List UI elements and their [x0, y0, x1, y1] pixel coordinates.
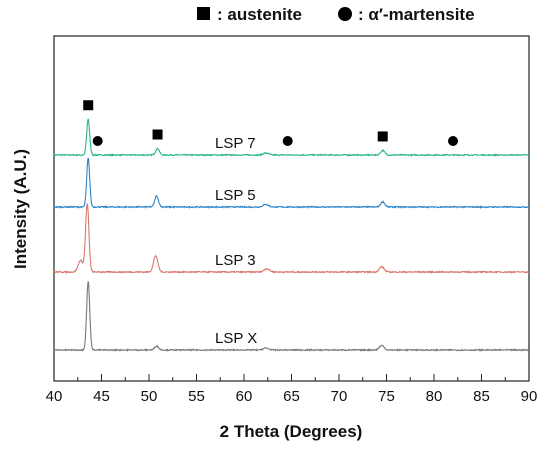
x-tick-label: 85	[473, 388, 490, 405]
austenite-marker	[377, 131, 388, 142]
x-tick-label: 70	[331, 388, 348, 405]
trace-label: LSP 3	[215, 252, 256, 269]
xrd-traces	[53, 118, 530, 353]
x-axis-tick-labels: 40 45 50 55 60 65 70 75 80 85 90	[46, 388, 538, 405]
y-axis-title: Intensity (A.U.)	[11, 149, 30, 269]
x-tick-label: 80	[426, 388, 443, 405]
austenite-marker	[152, 129, 163, 140]
legend-austenite-label: : austenite	[217, 5, 302, 24]
martensite-marker	[92, 136, 103, 146]
trace-labels: LSP 7 LSP 5 LSP 3 LSP X	[215, 135, 257, 347]
x-tick-label: 50	[141, 388, 158, 405]
x-tick-label: 60	[236, 388, 253, 405]
x-tick-label: 65	[283, 388, 300, 405]
x-tick-label: 40	[46, 388, 63, 405]
legend-martensite-label: : α′-martensite	[358, 5, 475, 24]
trace-lsp-7	[53, 118, 530, 158]
legend-circle-marker	[338, 7, 352, 21]
martensite-marker	[282, 136, 293, 146]
legend-square-marker	[197, 7, 210, 20]
trace-label: LSP X	[215, 330, 257, 347]
x-axis-ticks	[53, 374, 530, 381]
legend: : austenite : α′-martensite	[197, 5, 475, 24]
trace-label: LSP 7	[215, 135, 256, 152]
trace-label: LSP 5	[215, 187, 256, 204]
x-tick-label: 90	[521, 388, 538, 405]
plot-frame	[53, 35, 530, 382]
trace-lsp-x	[53, 281, 530, 353]
x-tick-label: 45	[93, 388, 110, 405]
x-tick-label: 75	[378, 388, 395, 405]
trace-lsp-3	[53, 203, 530, 275]
x-tick-label: 55	[188, 388, 205, 405]
austenite-marker	[83, 100, 94, 111]
phase-markers	[83, 100, 458, 146]
trace-lsp-5	[53, 157, 530, 210]
x-axis-title: 2 Theta (Degrees)	[220, 422, 363, 441]
martensite-marker	[448, 136, 458, 146]
